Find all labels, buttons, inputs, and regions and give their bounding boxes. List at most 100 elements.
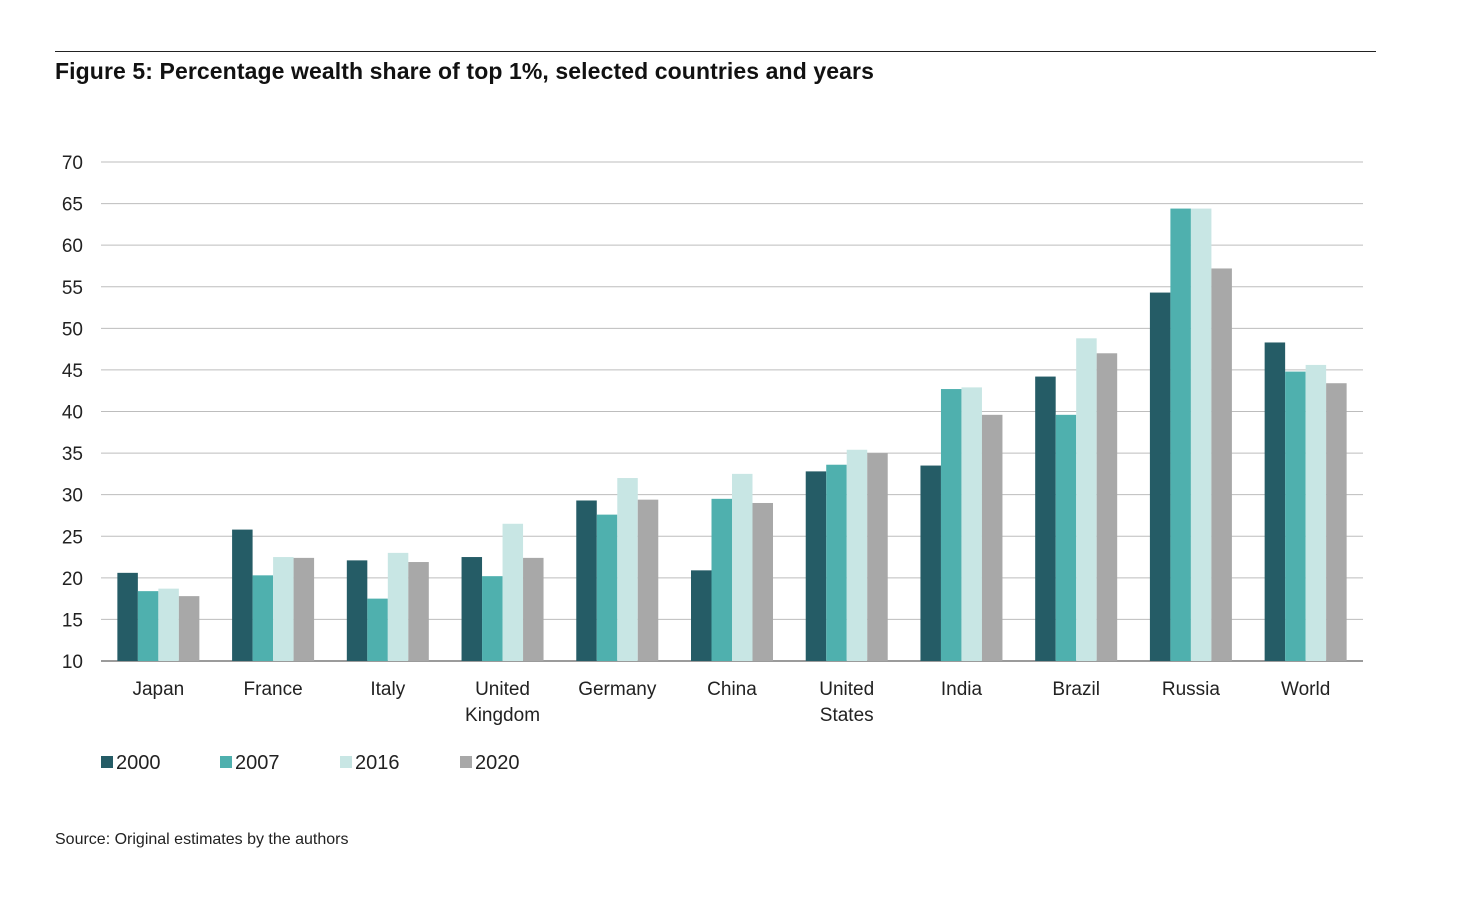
bar-2000	[346, 560, 368, 661]
legend-label: 2016	[355, 752, 400, 774]
y-tick-label: 55	[62, 278, 83, 299]
x-category-label-line: Japan	[132, 679, 184, 700]
bar-group	[691, 473, 773, 661]
x-category-label: Russia	[1162, 679, 1221, 700]
bar-2000	[1264, 342, 1286, 661]
x-category-label-line: Russia	[1162, 679, 1221, 700]
bar-2016	[617, 478, 638, 661]
bar-2016	[158, 588, 179, 661]
bar-group	[805, 449, 888, 661]
x-category-label: Japan	[132, 679, 184, 700]
bar-group	[232, 529, 315, 661]
bar-2020	[523, 557, 544, 661]
bar-2000	[691, 570, 712, 661]
y-tick-label: 65	[62, 195, 83, 216]
y-tick-label: 10	[62, 652, 83, 673]
bar-group	[576, 478, 659, 661]
bar-group	[1149, 208, 1232, 661]
bar-2007	[711, 498, 732, 661]
bar-2020	[1211, 268, 1232, 661]
bar-2000	[576, 500, 597, 661]
x-category-label-line: United	[819, 679, 874, 700]
y-tick-label: 60	[62, 236, 83, 257]
title-rule	[55, 51, 1376, 52]
bar-2007	[252, 575, 274, 661]
bar-2016	[1076, 338, 1097, 661]
bar-2007	[137, 591, 159, 661]
figure-title: Figure 5: Percentage wealth share of top…	[55, 58, 874, 84]
y-axis-tick-labels: 10 15 20 25 30 35 40 45 50 55 60 65 70	[62, 153, 83, 673]
bar-2000	[117, 572, 138, 661]
y-tick-label: 20	[62, 569, 83, 590]
y-tick-label: 70	[62, 153, 83, 174]
bar-group	[346, 552, 429, 661]
bar-2016	[846, 449, 868, 661]
bar-2007	[940, 389, 962, 661]
bar-2007	[482, 576, 503, 661]
bar-2000	[232, 529, 253, 661]
y-tick-label: 30	[62, 486, 83, 507]
y-tick-label: 45	[62, 361, 83, 382]
bar-2020	[1326, 383, 1347, 661]
bar-2020	[867, 453, 888, 661]
x-category-label-line: China	[707, 679, 757, 700]
legend-label: 2000	[116, 752, 161, 774]
bar-2000	[461, 557, 483, 661]
x-category-label: Germany	[578, 679, 657, 700]
y-tick-label: 15	[62, 610, 83, 631]
bar-2020	[637, 499, 659, 661]
legend-label: 2020	[475, 752, 520, 774]
bar-2007	[1285, 371, 1306, 661]
y-tick-label: 50	[62, 319, 83, 340]
legend-item-2000: 2000	[101, 752, 161, 774]
bar-2007	[596, 514, 618, 661]
x-category-label-line: Brazil	[1052, 679, 1100, 700]
legend-swatch	[220, 756, 232, 768]
y-tick-label: 25	[62, 527, 83, 548]
bars	[117, 208, 1347, 661]
bar-2000	[920, 465, 941, 661]
bar-2000	[1035, 376, 1056, 661]
source-note: Source: Original estimates by the author…	[55, 831, 349, 848]
bar-2020	[1096, 353, 1118, 661]
bar-2000	[1149, 292, 1171, 661]
bar-2020	[178, 596, 200, 661]
x-category-label: United States	[819, 679, 874, 726]
x-category-label: Italy	[370, 679, 405, 700]
x-category-label-line: Germany	[578, 679, 657, 700]
x-category-label: France	[244, 679, 303, 700]
bar-2016	[1190, 208, 1212, 661]
x-category-label-line: World	[1281, 679, 1330, 700]
x-category-label: World	[1281, 679, 1330, 700]
x-category-label-line: France	[244, 679, 303, 700]
bar-2007	[367, 598, 388, 661]
x-category-label: India	[941, 679, 983, 700]
x-category-label-line: Kingdom	[465, 705, 540, 726]
x-category-label-line: States	[820, 705, 874, 726]
bar-2016	[273, 557, 294, 661]
bar-2020	[981, 414, 1003, 661]
bar-group	[1264, 342, 1347, 661]
x-category-label: China	[707, 679, 757, 700]
bar-2016	[387, 552, 409, 661]
legend-swatch	[101, 756, 113, 768]
x-category-label-line: Italy	[370, 679, 405, 700]
bar-group	[920, 387, 1003, 661]
legend-label: 2007	[235, 752, 280, 774]
legend-item-2020: 2020	[460, 752, 520, 774]
bar-2016	[961, 387, 982, 661]
bar-2020	[408, 562, 429, 661]
x-category-label: United Kingdom	[465, 679, 540, 726]
bar-group	[1035, 338, 1118, 661]
x-category-label: Brazil	[1052, 679, 1100, 700]
y-tick-label: 35	[62, 444, 83, 465]
bar-group	[461, 523, 544, 661]
bar-2020	[293, 557, 315, 661]
legend-swatch	[340, 756, 352, 768]
bar-2016	[1305, 364, 1327, 661]
legend-item-2016: 2016	[340, 752, 400, 774]
bar-2007	[1170, 208, 1191, 661]
y-tick-label: 40	[62, 403, 83, 424]
x-axis-category-labels: Japan France Italy United Kingdom Germany Chin…	[132, 679, 1330, 726]
